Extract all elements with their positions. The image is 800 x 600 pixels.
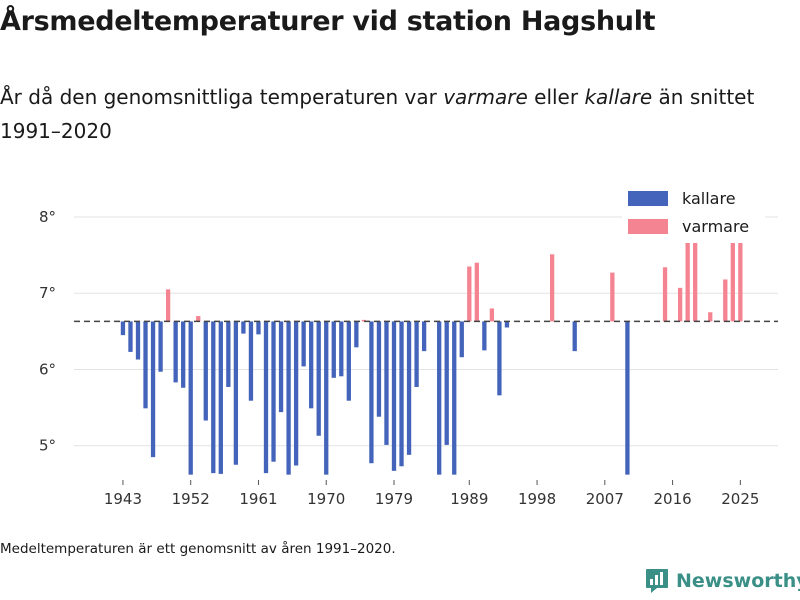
- bar-kallare-1955: [211, 321, 216, 474]
- y-tick-label: 8°: [39, 208, 56, 226]
- bar-varmare-1989: [467, 266, 472, 322]
- bar-kallare-1962: [263, 321, 269, 474]
- bar-kallare-1983: [421, 321, 427, 352]
- bar-kallare-1967: [301, 321, 306, 367]
- bar-kallare-1952: [188, 321, 193, 475]
- bar-kallare-1958: [233, 321, 239, 465]
- bar-kallare-1960: [248, 321, 254, 401]
- legend-label-warm: varmare: [682, 217, 749, 236]
- x-tick-label: 1989: [450, 490, 488, 508]
- bar-kallare-1954: [203, 321, 208, 421]
- bar-kallare-1963: [271, 321, 276, 462]
- bar-kallare-1972: [339, 321, 344, 377]
- bar-kallare-1981: [406, 321, 412, 455]
- y-tick-label: 5°: [39, 437, 56, 455]
- bar-varmare-1953: [196, 316, 201, 322]
- bar-kallare-1945: [135, 321, 141, 360]
- bar-varmare-2023: [723, 279, 728, 322]
- chart-subtitle: År då den genomsnittliga temperaturen va…: [0, 80, 790, 148]
- bar-kallare-1978: [384, 321, 389, 445]
- bar-varmare-2021: [708, 312, 713, 322]
- x-tick-label: 2007: [586, 490, 624, 508]
- y-tick-label: 6°: [39, 360, 56, 378]
- x-tick-label: 2016: [653, 490, 691, 508]
- bar-kallare-1982: [414, 321, 419, 387]
- bar-kallare-1944: [128, 321, 133, 352]
- bar-varmare-2015: [662, 267, 668, 322]
- bar-kallare-1948: [158, 321, 163, 372]
- temperature-bar-chart: 5° 6° 7° 8° 1943 1952 1961 1970 1979 1989 1998 200…: [39, 183, 778, 508]
- x-tick-label: 1979: [375, 490, 413, 508]
- bar-varmare-2017: [677, 287, 683, 322]
- x-tick-label: 1998: [518, 490, 556, 508]
- bar-kallare-1985: [437, 321, 442, 475]
- bar-kallare-1986: [444, 321, 449, 445]
- bar-kallare-1969: [316, 321, 321, 436]
- x-tick-label: 1961: [239, 490, 277, 508]
- bar-kallare-1957: [226, 321, 231, 387]
- brand-name: Newsworthy: [676, 570, 800, 592]
- subtitle-text-1: År då den genomsnittliga temperaturen va…: [0, 85, 444, 109]
- newsworthy-logo-icon: [646, 569, 668, 593]
- footnote: Medeltemperaturen är ett genomsnitt av å…: [0, 541, 396, 557]
- bar-kallare-1993: [497, 321, 502, 396]
- bar-kallare-1966: [293, 321, 299, 466]
- bar-kallare-1959: [241, 321, 246, 334]
- bar-varmare-2024: [730, 231, 735, 322]
- bar-kallare-1994: [504, 321, 510, 328]
- bar-kallare-1961: [256, 321, 261, 335]
- bar-varmare-1990: [474, 262, 479, 322]
- legend-swatch-cold: [628, 191, 668, 206]
- x-tick-label: 1943: [104, 490, 142, 508]
- bar-kallare-2010: [625, 321, 630, 475]
- bar-kallare-1971: [331, 321, 336, 378]
- bar-varmare-2008: [610, 272, 615, 322]
- bar-kallare-1964: [278, 321, 284, 413]
- bar-kallare-1947: [150, 321, 156, 458]
- bar-kallare-1946: [143, 321, 148, 409]
- bars: [120, 229, 743, 475]
- bar-kallare-1991: [482, 321, 487, 351]
- x-axis-ticks: 1943 1952 1961 1970 1979 1989 1998 2007 2016 2025: [104, 480, 759, 508]
- bar-kallare-1965: [286, 321, 291, 475]
- bar-kallare-1979: [391, 321, 397, 471]
- bar-kallare-1956: [218, 321, 223, 474]
- bar-kallare-1980: [399, 321, 404, 467]
- legend: kallare varmare: [622, 183, 765, 243]
- x-tick-label: 1952: [172, 490, 210, 508]
- bar-kallare-1970: [324, 321, 329, 475]
- bar-kallare-1974: [354, 321, 359, 348]
- legend-swatch-warm: [628, 219, 668, 234]
- bar-varmare-2019: [693, 233, 698, 322]
- bar-varmare-2018: [685, 229, 690, 322]
- y-axis-ticks: 5° 6° 7° 8°: [39, 208, 56, 455]
- x-tick-label: 2025: [721, 490, 759, 508]
- subtitle-emphasis-warmer: varmare: [443, 85, 528, 109]
- y-tick-label: 7°: [39, 284, 56, 302]
- bar-kallare-1951: [181, 321, 186, 388]
- bar-kallare-1977: [376, 321, 382, 417]
- bar-varmare-1949: [165, 289, 171, 322]
- chart-title: Årsmedeltemperaturer vid station Hagshul…: [0, 6, 656, 37]
- bar-kallare-1950: [173, 321, 178, 383]
- bar-kallare-1976: [369, 321, 374, 464]
- bar-varmare-2025: [738, 229, 743, 322]
- bar-kallare-1987: [452, 321, 457, 475]
- bar-kallare-2003: [572, 321, 577, 352]
- bar-kallare-1943: [120, 321, 126, 336]
- subtitle-text-2: eller: [527, 85, 585, 109]
- x-tick-label: 1970: [307, 490, 345, 508]
- brand-logo: Newsworthy: [645, 568, 800, 594]
- bar-kallare-1973: [346, 321, 351, 401]
- bar-varmare-2000: [549, 254, 555, 322]
- subtitle-text-3: än snittet 1991–2020: [0, 85, 755, 143]
- subtitle-emphasis-colder: kallare: [584, 85, 653, 109]
- bar-varmare-1975: [361, 319, 367, 322]
- legend-label-cold: kallare: [682, 189, 736, 208]
- bar-varmare-1992: [489, 308, 495, 322]
- bar-kallare-1968: [309, 321, 314, 409]
- bar-kallare-1988: [459, 321, 464, 358]
